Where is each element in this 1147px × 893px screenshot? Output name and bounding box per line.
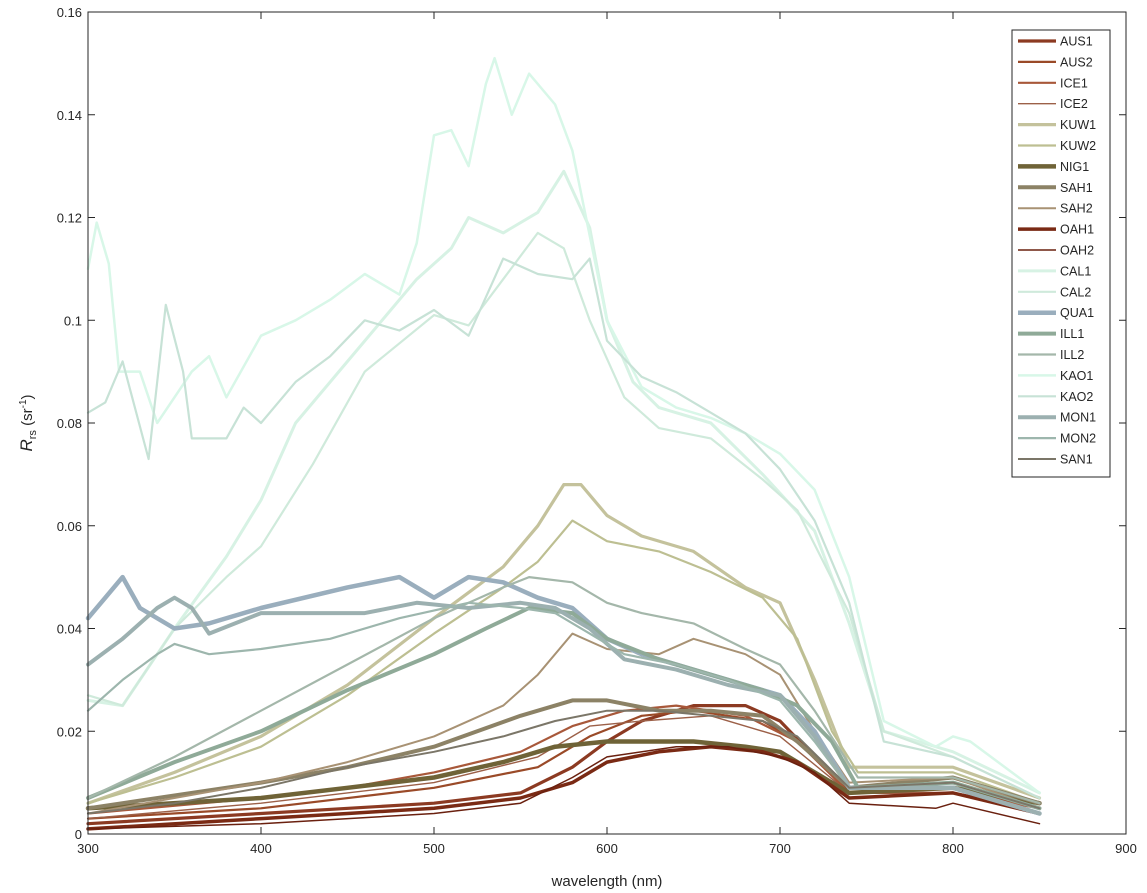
x-tick-label: 400: [250, 841, 272, 856]
legend-label: OAH1: [1060, 223, 1094, 237]
y-tick-label: 0.1: [64, 313, 82, 328]
series-line-san1: [87, 709, 1041, 815]
y-label-unit-open: (sr: [19, 408, 36, 430]
x-tick-label: 300: [77, 841, 99, 856]
legend-label: OAH2: [1060, 244, 1094, 258]
x-tick-labels: 300 400 500 600 700 800 900: [77, 841, 1137, 856]
legend-label: KAO1: [1060, 369, 1093, 383]
legend-label: KAO2: [1060, 390, 1093, 404]
legend-label: MON1: [1060, 411, 1096, 425]
y-label-unit-close: ): [19, 394, 36, 399]
y-tick-label: 0.08: [57, 416, 82, 431]
plot-frame: [87, 11, 1127, 835]
legend-label: AUS2: [1060, 55, 1093, 69]
y-tick-label: 0.14: [57, 108, 82, 123]
legend-label: QUA1: [1060, 306, 1094, 320]
series-line-cal1: [86, 169, 1041, 795]
y-axis-label: Rrs (sr-1): [17, 394, 39, 451]
series-line-oah1: [86, 744, 1042, 831]
y-tick-label: 0.02: [57, 724, 82, 739]
y-label-sub: rs: [27, 430, 39, 440]
x-tick-label: 800: [942, 841, 964, 856]
legend-label: SAH1: [1060, 181, 1093, 195]
legend-label: KUW1: [1060, 118, 1096, 132]
legend: AUS1 AUS2 ICE1 ICE2 KUW1 KUW2 NIG1 SAH1 SAH2 OAH1…: [1011, 29, 1111, 478]
legend-label: SAH2: [1060, 202, 1093, 216]
series-line-kao1: [86, 56, 1041, 795]
x-axis-label: wavelength (nm): [551, 873, 663, 890]
y-tick-labels: 0 0.02 0.04 0.06 0.08 0.1 0.12 0.14 0.16: [57, 5, 82, 842]
x-tick-label: 900: [1115, 841, 1137, 856]
legend-label: MON2: [1060, 432, 1096, 446]
legend-label: ICE2: [1060, 97, 1088, 111]
legend-label: CAL1: [1060, 264, 1091, 278]
legend-label: KUW2: [1060, 139, 1096, 153]
y-label-main: R: [17, 439, 36, 451]
y-tick-label: 0: [75, 827, 82, 842]
series-layer: [85, 56, 1042, 831]
series-line-kao2: [86, 257, 1041, 800]
series-line-cal2: [86, 231, 1041, 800]
legend-box: [1011, 29, 1111, 478]
legend-label: ICE1: [1060, 76, 1088, 90]
y-tick-label: 0.12: [57, 211, 82, 226]
series-line-nig1: [85, 739, 1042, 811]
x-tick-label: 600: [596, 841, 618, 856]
legend-label: ILL1: [1060, 327, 1084, 341]
series-line-ill1: [86, 606, 1042, 811]
series-line-kuw2: [86, 519, 1041, 805]
legend-label: SAN1: [1060, 453, 1093, 467]
y-tick-label: 0.16: [57, 5, 82, 20]
x-tick-label: 500: [423, 841, 445, 856]
legend-label: AUS1: [1060, 35, 1093, 49]
y-tick-label: 0.04: [57, 622, 82, 637]
y-tick-label: 0.06: [57, 519, 82, 534]
series-line-mon2: [86, 601, 1041, 810]
legend-label: CAL2: [1060, 285, 1091, 299]
x-tick-label: 700: [769, 841, 791, 856]
series-line-ill2: [86, 575, 1041, 805]
series-line-oah2: [87, 745, 1041, 830]
series-line-kuw1: [86, 483, 1042, 805]
y-label-unit-sup: -1: [18, 399, 29, 408]
legend-label: ILL2: [1060, 348, 1084, 362]
legend-label: NIG1: [1060, 160, 1089, 174]
